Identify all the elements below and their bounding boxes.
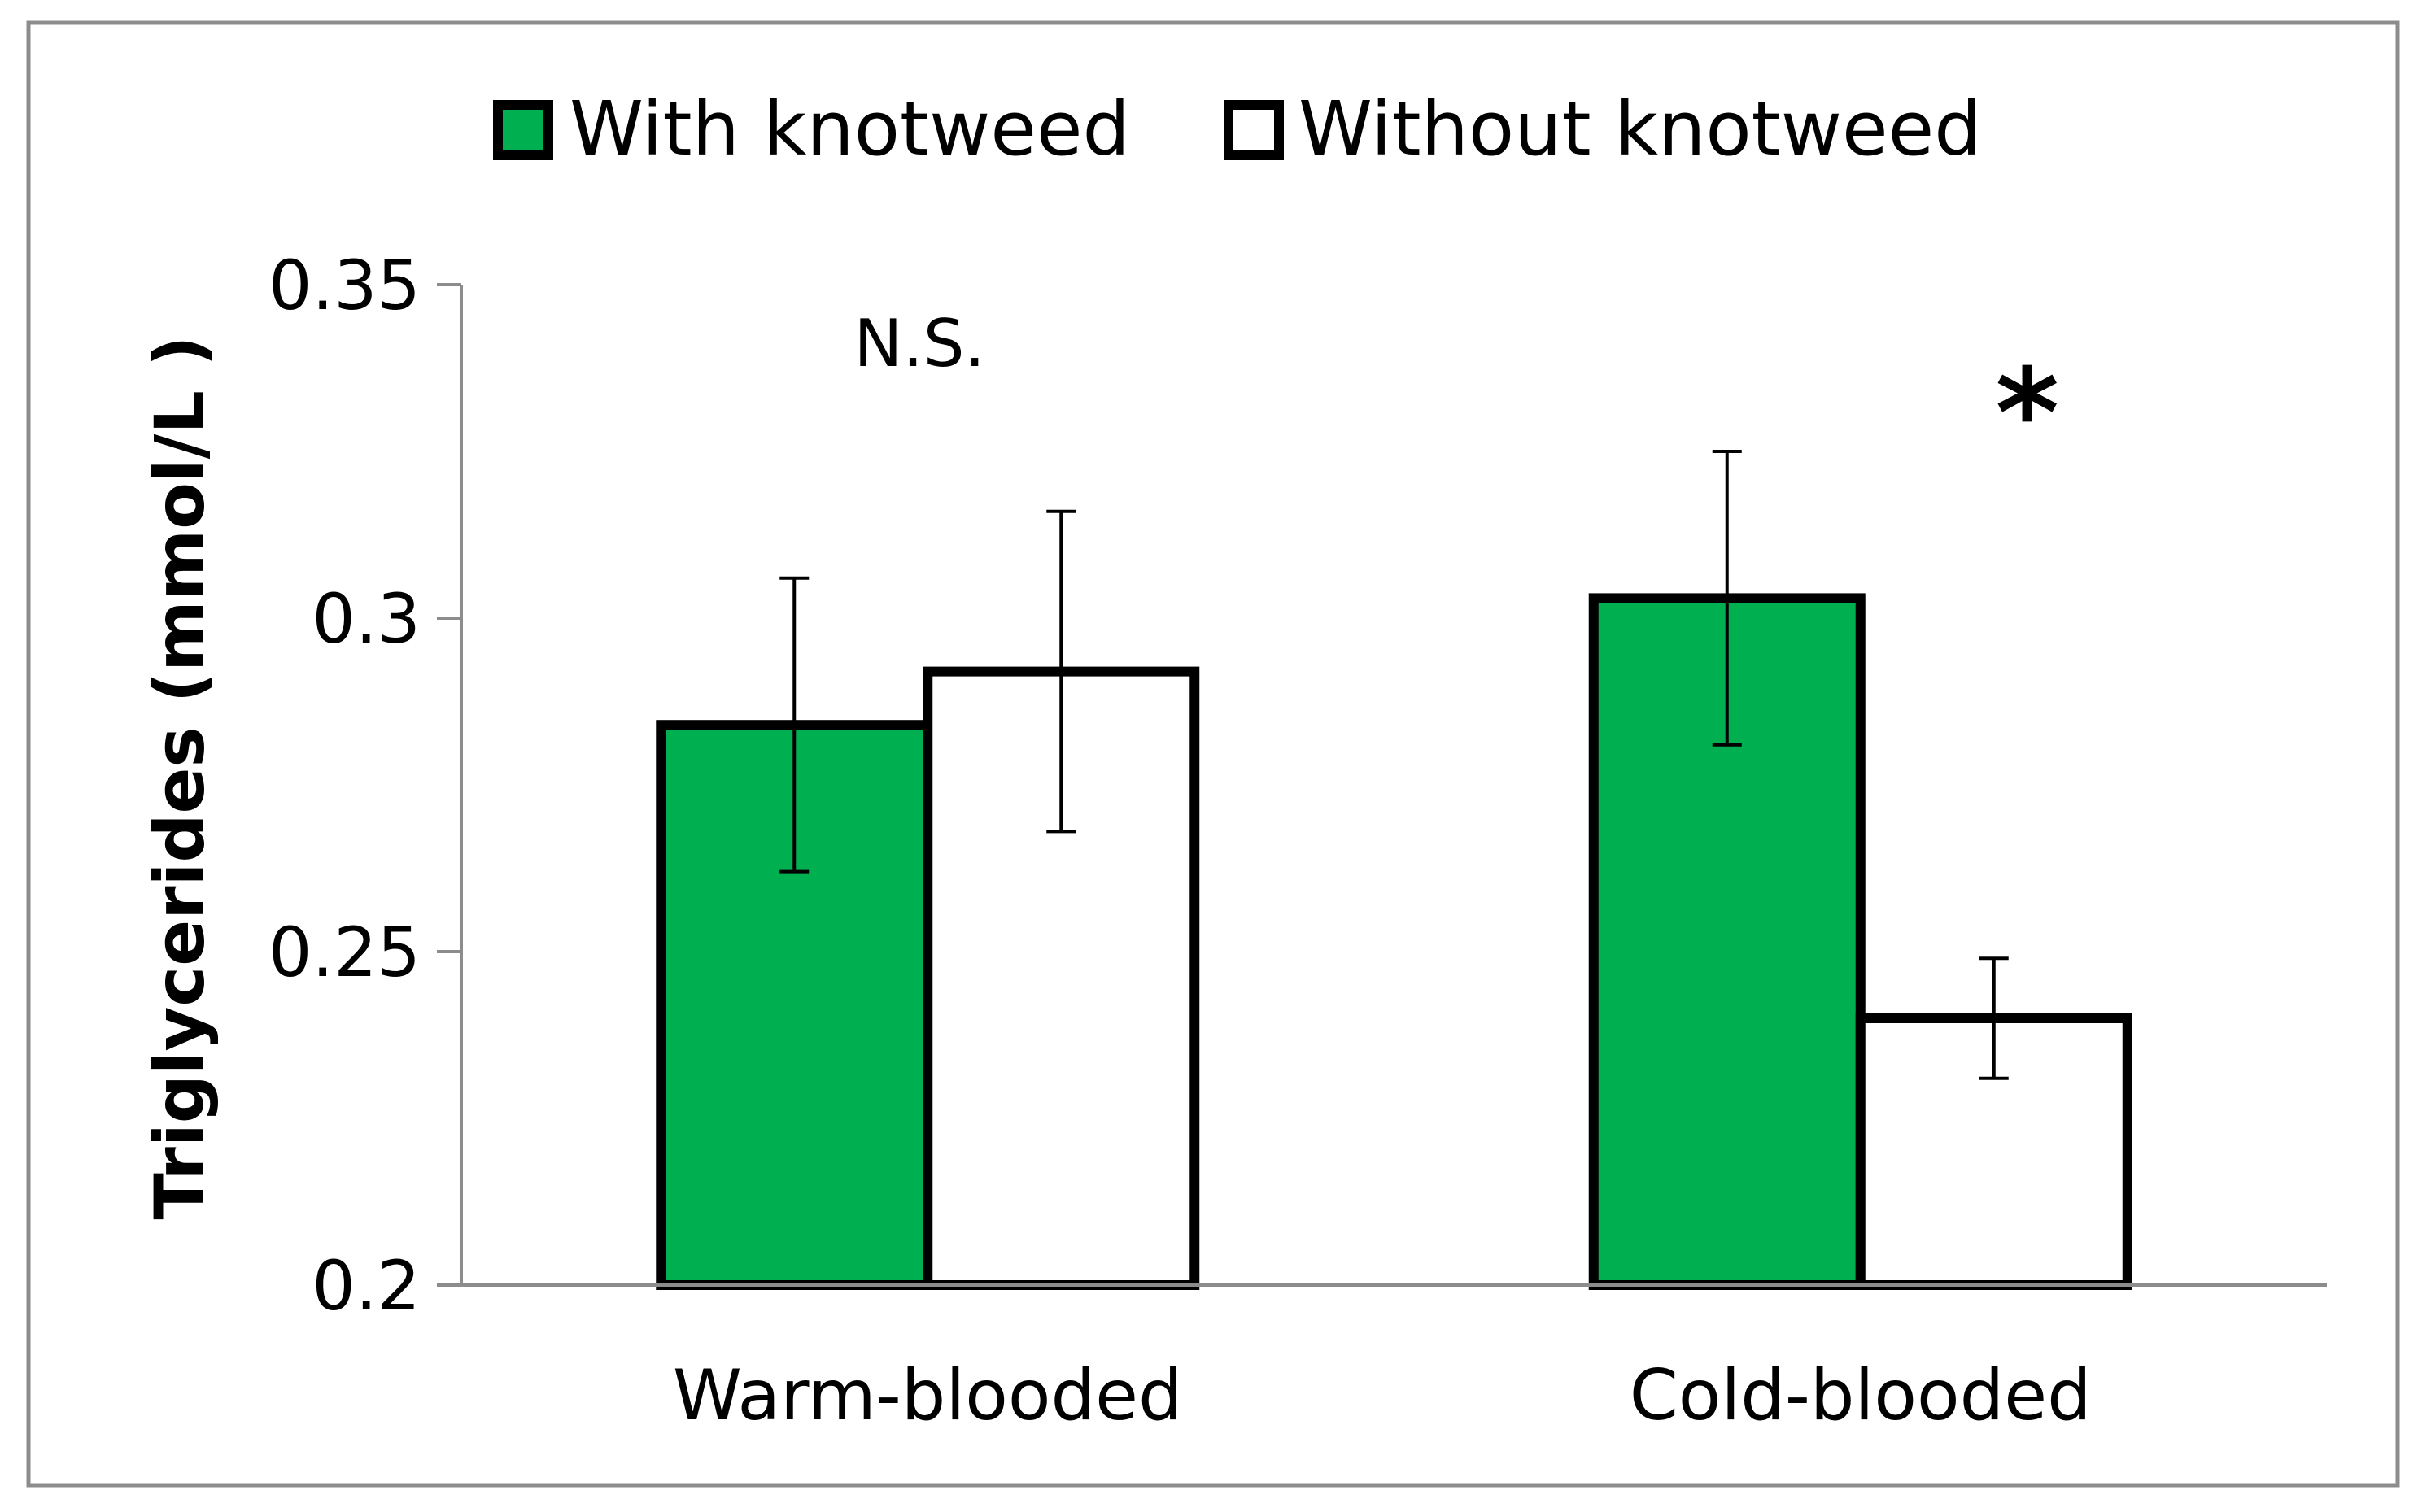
annotations: N.S. *	[854, 306, 2059, 485]
y-tick-label: 0.3	[312, 579, 421, 659]
x-category-label: Warm-blooded	[673, 1355, 1183, 1436]
x-category-label: Cold-blooded	[1630, 1355, 2092, 1436]
y-tick-label: 0.2	[312, 1246, 421, 1326]
error-bars	[779, 450, 2009, 1080]
legend-label-with-knotweed: With knotweed	[570, 85, 1130, 172]
significance-marker: *	[1996, 343, 2059, 485]
y-tick-label: 0.25	[268, 913, 421, 992]
bar-cold-blooded-without-knotweed	[1855, 1013, 2132, 1290]
legend-swatch-with-knotweed	[493, 100, 553, 160]
x-axis: Warm-blooded Cold-blooded	[461, 1283, 2327, 1436]
y-tick-label: 0.35	[268, 246, 421, 325]
not-significant-label: N.S.	[854, 306, 985, 381]
legend-swatch-without-knotweed	[1224, 100, 1284, 160]
y-axis: 0.2 0.25 0.3 0.35	[268, 246, 463, 1326]
legend: With knotweed Without knotweed	[493, 85, 1982, 172]
legend-label-without-knotweed: Without knotweed	[1298, 85, 1982, 172]
y-axis-title: Triglycerides (mmol/L )	[140, 335, 220, 1219]
